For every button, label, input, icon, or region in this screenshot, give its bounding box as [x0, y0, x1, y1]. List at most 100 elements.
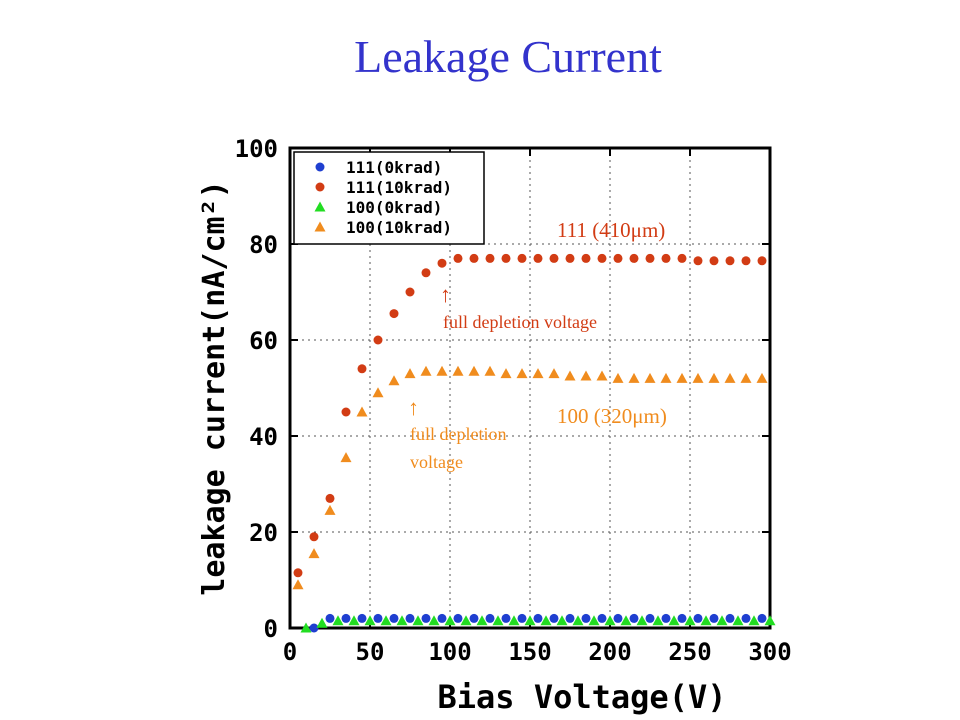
data-point	[620, 615, 632, 626]
label-100-thickness: 100 (320μm)	[557, 404, 667, 428]
data-point	[341, 613, 351, 623]
data-point	[757, 256, 767, 266]
data-point	[581, 253, 591, 263]
data-point	[677, 253, 687, 263]
legend-label: 100(0krad)	[346, 198, 442, 217]
data-point	[660, 372, 672, 383]
data-point	[396, 615, 408, 626]
data-point	[388, 375, 400, 386]
data-point	[332, 615, 344, 626]
data-point	[373, 613, 383, 623]
data-point	[597, 253, 607, 263]
data-point	[708, 372, 720, 383]
data-point	[692, 372, 704, 383]
y-tick-label: 60	[249, 327, 278, 355]
data-point	[596, 370, 608, 381]
data-point	[612, 372, 624, 383]
series-1	[309, 613, 767, 633]
legend: 111(0krad)111(10krad)100(0krad)100(10kra…	[293, 151, 485, 245]
data-point	[604, 615, 616, 626]
data-point	[741, 613, 751, 623]
data-point	[404, 368, 416, 379]
data-point	[500, 368, 512, 379]
data-point	[564, 370, 576, 381]
data-point	[716, 615, 728, 626]
data-point	[757, 613, 767, 623]
fdv-111-label: full depletion voltage	[443, 312, 597, 332]
data-point	[460, 615, 472, 626]
data-point	[405, 287, 415, 297]
data-point	[517, 613, 527, 623]
data-point	[629, 253, 639, 263]
data-point	[516, 368, 528, 379]
label-111-thickness: 111 (410μm)	[557, 218, 666, 242]
data-point	[300, 622, 312, 633]
data-point	[389, 613, 399, 623]
legend-label: 111(0krad)	[346, 158, 442, 177]
data-point	[492, 615, 504, 626]
chart: 0 50 100 150 200 250 300 0 20 40 60 80 100 Bias Vol…	[197, 135, 792, 716]
data-point	[549, 253, 559, 263]
data-point	[540, 615, 552, 626]
data-point	[436, 365, 448, 376]
data-point	[524, 615, 536, 626]
x-tick-label: 150	[508, 638, 551, 666]
data-point	[437, 258, 447, 268]
data-point	[428, 615, 440, 626]
data-point	[501, 613, 511, 623]
data-markers	[292, 253, 776, 633]
data-point	[340, 452, 352, 463]
data-point	[356, 406, 368, 417]
x-tick-label: 50	[356, 638, 385, 666]
data-point	[709, 256, 719, 266]
x-tick-label: 250	[668, 638, 711, 666]
data-point	[700, 615, 712, 626]
data-point	[581, 613, 591, 623]
data-point	[380, 615, 392, 626]
data-point	[676, 372, 688, 383]
data-point	[468, 365, 480, 376]
series-2	[293, 253, 767, 578]
data-point	[357, 364, 367, 374]
data-point	[597, 613, 607, 623]
data-point	[613, 253, 623, 263]
data-point	[748, 615, 760, 626]
legend-label: 111(10krad)	[346, 178, 452, 197]
data-point	[645, 253, 655, 263]
x-tick-label: 100	[428, 638, 471, 666]
data-point	[565, 253, 575, 263]
data-point	[341, 407, 351, 417]
data-point	[661, 253, 671, 263]
data-point	[348, 615, 360, 626]
data-point	[309, 623, 319, 633]
y-tick-label: 0	[264, 615, 278, 643]
legend-label: 100(10krad)	[346, 218, 452, 237]
data-point	[421, 613, 431, 623]
data-point	[732, 615, 744, 626]
data-point	[469, 613, 479, 623]
data-point	[453, 613, 463, 623]
y-tick-label: 100	[235, 135, 278, 163]
data-point	[724, 372, 736, 383]
legend-marker	[315, 182, 325, 192]
data-point	[325, 613, 335, 623]
data-point	[293, 568, 303, 578]
data-point	[292, 579, 304, 590]
data-point	[389, 309, 399, 319]
data-point	[613, 613, 623, 623]
data-point	[725, 613, 735, 623]
data-point	[549, 613, 559, 623]
data-point	[580, 370, 592, 381]
data-point	[644, 372, 656, 383]
data-point	[485, 253, 495, 263]
data-point	[741, 256, 751, 266]
data-point	[421, 268, 431, 278]
data-point	[725, 256, 735, 266]
data-point	[452, 365, 464, 376]
y-tick-label: 40	[249, 423, 278, 451]
legend-box	[293, 151, 485, 245]
data-point	[325, 493, 335, 503]
data-point	[709, 613, 719, 623]
legend-marker	[314, 201, 326, 212]
data-point	[508, 615, 520, 626]
